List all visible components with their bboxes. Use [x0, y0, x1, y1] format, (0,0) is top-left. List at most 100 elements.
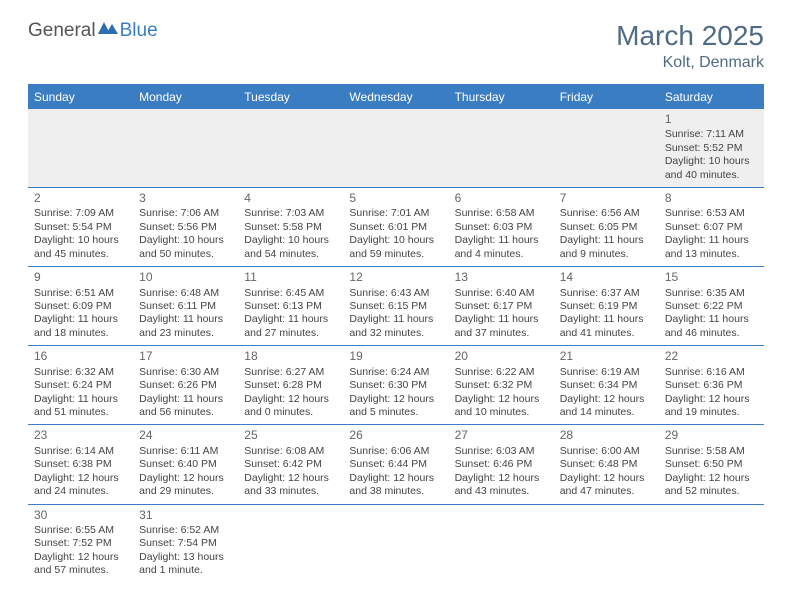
cell-sunset: Sunset: 5:56 PM: [139, 221, 232, 234]
calendar-cell: 3Sunrise: 7:06 AMSunset: 5:56 PMDaylight…: [133, 188, 238, 267]
cell-sunrise: Sunrise: 6:58 AM: [455, 207, 548, 220]
calendar-cell: [554, 504, 659, 583]
cell-sunset: Sunset: 6:48 PM: [560, 458, 653, 471]
cell-sunset: Sunset: 6:05 PM: [560, 221, 653, 234]
calendar-cell: 1Sunrise: 7:11 AMSunset: 5:52 PMDaylight…: [659, 109, 764, 188]
cell-day1: Daylight: 10 hours: [139, 234, 232, 247]
weekday-head: Tuesday: [238, 85, 343, 110]
calendar-cell: 24Sunrise: 6:11 AMSunset: 6:40 PMDayligh…: [133, 425, 238, 504]
weekday-head: Thursday: [449, 85, 554, 110]
cell-sunrise: Sunrise: 7:01 AM: [349, 207, 442, 220]
weekday-head: Wednesday: [343, 85, 448, 110]
day-number: 13: [455, 270, 548, 285]
cell-sunrise: Sunrise: 6:51 AM: [34, 287, 127, 300]
day-number: 25: [244, 428, 337, 443]
day-number: 21: [560, 349, 653, 364]
cell-sunrise: Sunrise: 6:30 AM: [139, 366, 232, 379]
calendar-cell: 5Sunrise: 7:01 AMSunset: 6:01 PMDaylight…: [343, 188, 448, 267]
calendar-row: 9Sunrise: 6:51 AMSunset: 6:09 PMDaylight…: [28, 267, 764, 346]
cell-sunset: Sunset: 7:52 PM: [34, 537, 127, 550]
cell-day1: Daylight: 12 hours: [244, 393, 337, 406]
calendar-cell: [343, 504, 448, 583]
cell-sunrise: Sunrise: 5:58 AM: [665, 445, 758, 458]
calendar-cell: 9Sunrise: 6:51 AMSunset: 6:09 PMDaylight…: [28, 267, 133, 346]
cell-day1: Daylight: 12 hours: [560, 472, 653, 485]
calendar-row: 30Sunrise: 6:55 AMSunset: 7:52 PMDayligh…: [28, 504, 764, 583]
cell-sunrise: Sunrise: 6:52 AM: [139, 524, 232, 537]
calendar-table: Sunday Monday Tuesday Wednesday Thursday…: [28, 84, 764, 583]
cell-sunrise: Sunrise: 6:24 AM: [349, 366, 442, 379]
calendar-cell: 28Sunrise: 6:00 AMSunset: 6:48 PMDayligh…: [554, 425, 659, 504]
cell-day2: and 40 minutes.: [665, 169, 758, 182]
cell-day2: and 23 minutes.: [139, 327, 232, 340]
calendar-cell: 27Sunrise: 6:03 AMSunset: 6:46 PMDayligh…: [449, 425, 554, 504]
cell-sunset: Sunset: 6:11 PM: [139, 300, 232, 313]
cell-day1: Daylight: 11 hours: [665, 313, 758, 326]
cell-sunrise: Sunrise: 6:56 AM: [560, 207, 653, 220]
cell-day2: and 50 minutes.: [139, 248, 232, 261]
day-number: 14: [560, 270, 653, 285]
cell-sunrise: Sunrise: 6:55 AM: [34, 524, 127, 537]
cell-sunset: Sunset: 6:28 PM: [244, 379, 337, 392]
cell-day1: Daylight: 11 hours: [665, 234, 758, 247]
day-number: 12: [349, 270, 442, 285]
cell-sunrise: Sunrise: 6:06 AM: [349, 445, 442, 458]
calendar-cell: [449, 504, 554, 583]
cell-day2: and 32 minutes.: [349, 327, 442, 340]
day-number: 7: [560, 191, 653, 206]
calendar-cell: 30Sunrise: 6:55 AMSunset: 7:52 PMDayligh…: [28, 504, 133, 583]
cell-day1: Daylight: 11 hours: [455, 313, 548, 326]
calendar-cell: 29Sunrise: 5:58 AMSunset: 6:50 PMDayligh…: [659, 425, 764, 504]
cell-day2: and 57 minutes.: [34, 564, 127, 577]
cell-day2: and 47 minutes.: [560, 485, 653, 498]
day-number: 20: [455, 349, 548, 364]
calendar-cell: [449, 109, 554, 188]
title-location: Kolt, Denmark: [616, 54, 764, 72]
cell-sunrise: Sunrise: 6:08 AM: [244, 445, 337, 458]
calendar-cell: 26Sunrise: 6:06 AMSunset: 6:44 PMDayligh…: [343, 425, 448, 504]
cell-day2: and 14 minutes.: [560, 406, 653, 419]
cell-day1: Daylight: 11 hours: [244, 313, 337, 326]
calendar-cell: 4Sunrise: 7:03 AMSunset: 5:58 PMDaylight…: [238, 188, 343, 267]
weekday-head: Saturday: [659, 85, 764, 110]
cell-sunset: Sunset: 6:19 PM: [560, 300, 653, 313]
cell-day2: and 43 minutes.: [455, 485, 548, 498]
calendar-cell: 6Sunrise: 6:58 AMSunset: 6:03 PMDaylight…: [449, 188, 554, 267]
cell-day1: Daylight: 11 hours: [560, 234, 653, 247]
cell-day2: and 54 minutes.: [244, 248, 337, 261]
cell-day1: Daylight: 12 hours: [139, 472, 232, 485]
cell-day1: Daylight: 11 hours: [455, 234, 548, 247]
cell-sunrise: Sunrise: 6:03 AM: [455, 445, 548, 458]
calendar-cell: 20Sunrise: 6:22 AMSunset: 6:32 PMDayligh…: [449, 346, 554, 425]
logo-text-1: General: [28, 20, 96, 42]
calendar-row: 1Sunrise: 7:11 AMSunset: 5:52 PMDaylight…: [28, 109, 764, 188]
calendar-cell: 10Sunrise: 6:48 AMSunset: 6:11 PMDayligh…: [133, 267, 238, 346]
cell-day1: Daylight: 10 hours: [349, 234, 442, 247]
cell-day2: and 5 minutes.: [349, 406, 442, 419]
day-number: 8: [665, 191, 758, 206]
calendar-cell: 19Sunrise: 6:24 AMSunset: 6:30 PMDayligh…: [343, 346, 448, 425]
cell-day1: Daylight: 10 hours: [244, 234, 337, 247]
page: General Blue March 2025 Kolt, Denmark Su…: [0, 0, 792, 603]
cell-sunrise: Sunrise: 6:40 AM: [455, 287, 548, 300]
flag-icon: [98, 20, 120, 42]
cell-day2: and 9 minutes.: [560, 248, 653, 261]
day-number: 26: [349, 428, 442, 443]
cell-day2: and 52 minutes.: [665, 485, 758, 498]
header: General Blue March 2025 Kolt, Denmark: [28, 20, 764, 72]
day-number: 4: [244, 191, 337, 206]
cell-day1: Daylight: 11 hours: [34, 313, 127, 326]
cell-day2: and 59 minutes.: [349, 248, 442, 261]
cell-sunset: Sunset: 6:13 PM: [244, 300, 337, 313]
day-number: 11: [244, 270, 337, 285]
cell-day2: and 13 minutes.: [665, 248, 758, 261]
cell-day1: Daylight: 11 hours: [349, 313, 442, 326]
logo-text-2: Blue: [120, 20, 158, 42]
calendar-cell: 31Sunrise: 6:52 AMSunset: 7:54 PMDayligh…: [133, 504, 238, 583]
cell-day1: Daylight: 12 hours: [455, 472, 548, 485]
day-number: 31: [139, 508, 232, 523]
day-number: 28: [560, 428, 653, 443]
logo: General Blue: [28, 20, 158, 42]
cell-sunrise: Sunrise: 7:03 AM: [244, 207, 337, 220]
cell-sunset: Sunset: 6:26 PM: [139, 379, 232, 392]
